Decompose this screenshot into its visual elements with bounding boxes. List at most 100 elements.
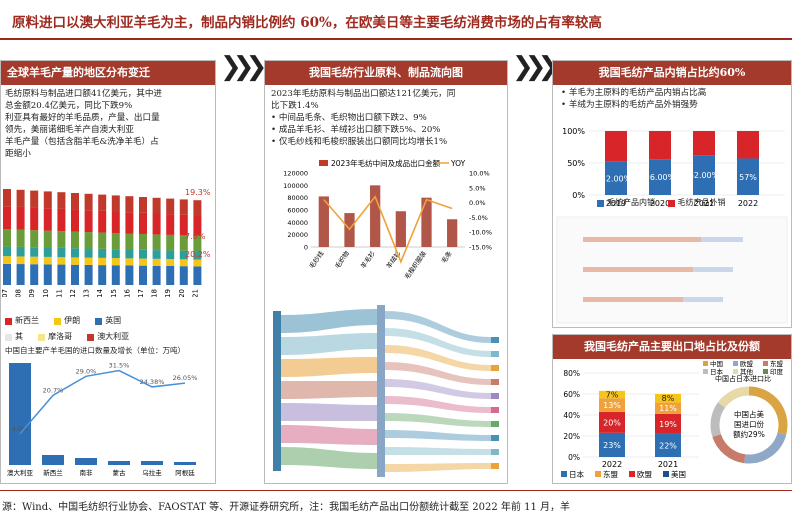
footer-source: 源：Wind、中国毛纺织行业协会、FAOSTAT 等、开源证券研究所，注：我国毛… [0,490,792,518]
stacked-segment [30,230,39,248]
x-tick-label: 2009 [28,289,36,297]
data-label: 4.0% [12,425,29,433]
legend-swatch [703,361,708,366]
stacked-segment [166,259,175,266]
import-bar [108,461,130,465]
stacked-segment [30,190,39,208]
legend-label: 欧盟 [637,469,652,479]
left-panel-header: 全球羊毛产量的地区分布变迁 [1,61,215,85]
legend-item: 摩洛哥 [38,330,72,343]
import-bar [9,363,31,465]
sankey-flow [385,362,491,385]
yoy-line [323,195,453,264]
sankey-flow [385,447,491,455]
faint-bar [693,267,733,272]
left-panel: 全球羊毛产量的地区分布变迁 毛纺原料与制品进口额41亿美元，其中进 总金额20.… [0,60,216,484]
stacked-segment [599,398,625,412]
stacked-segment [166,250,175,260]
stacked-segment [152,213,161,235]
stacked-segment [599,432,625,457]
stacked-segment [98,248,107,258]
legend-swatch [595,471,601,477]
growth-line [19,369,186,435]
x-tick-label: 2014 [96,288,104,297]
legend-label: 东盟 [770,359,784,368]
x-tick-label: 2020 [178,289,186,297]
stacked-segment [98,232,107,249]
left-line: 羊毛产量（包括含脂羊毛&洗净羊毛）占 [5,137,159,147]
legend-item: 毛纺产品外销 [667,197,726,208]
sankey-flow [281,357,377,377]
bar-export [649,131,671,160]
x-tick-label: 2021 [658,460,678,469]
left-line: 距缩小 [5,149,31,159]
x-tick-label: 2011 [55,289,63,297]
x-tick-label: 2022 [602,460,622,469]
faint-bar [583,237,701,242]
stacked-segment [43,230,52,248]
import-bar [75,458,97,465]
legend-swatch [629,471,635,477]
stacked-segment [152,197,161,214]
stacked-segment [3,206,11,230]
y-tick-label: 0 [304,244,308,252]
sankey-flow [385,379,491,399]
import-bar [42,455,64,465]
stacked-segment [43,247,52,257]
y2-tick-label: -15.0% [469,244,492,252]
stacked-segment [16,206,25,230]
sankey-node [273,311,281,471]
x-tick-label: 2007 [1,289,9,297]
x-tick-label: 羊毛衫 [358,249,377,271]
sankey-flow [385,311,491,343]
sankey-flow [281,425,377,445]
stacked-segment [98,194,107,211]
x-tick-label: 南非 [80,468,94,477]
legend-item: 其 [5,330,23,343]
stacked-segment [166,214,175,235]
sankey-node [491,351,499,357]
y-tick-label: 40% [563,411,580,420]
sankey-node [491,449,499,455]
middle-line: • 成品羊毛衫、羊绒衫出口额下跌5%、20% [271,125,441,135]
x-tick-label: 2021 [191,289,199,297]
sankey-node [377,305,385,477]
data-label: 11% [659,404,677,413]
legend-label: 美国 [671,469,686,479]
y2-tick-label: -10.0% [469,229,492,237]
bar-export [737,131,759,159]
y-tick-label: 40000 [287,219,308,227]
legend-label: 2023年毛纺中间及成品出口金额 [331,158,441,168]
data-label: 29.0% [76,367,97,375]
stacked-segment [16,229,25,247]
bar-export-amount [421,197,432,247]
donut-label: 国进口份 [734,419,764,429]
stacked-segment [193,266,202,285]
legend-label: 欧盟 [740,359,754,368]
stacked-segment [84,248,93,258]
y2-tick-label: -5.0% [469,214,488,222]
stacked-segment [30,247,39,257]
right-bullet: • 羊绒为主原料的毛纺产品外销强势 [561,100,698,110]
legend-swatch [733,361,738,366]
data-label: 7.8% [185,232,206,241]
data-label: 62.00% [689,171,720,180]
legend-label: YOY [450,159,466,168]
data-label: 31.5% [109,362,130,370]
sankey-flow [385,413,491,427]
x-tick-label: 2016 [123,288,131,297]
stacked-segment [193,259,202,267]
domestic-share-chart: 0% 50% 100% 52.00% 2019 56.00% 2020 62.00% 2021 5… [562,127,785,208]
stacked-segment [3,263,11,285]
x-tick-label: 毛纱线 [307,249,326,271]
faint-bar [701,237,743,242]
stacked-segment [125,233,134,250]
donut-segment [717,386,750,408]
stacked-segment [599,390,625,399]
bar-export-amount [447,219,458,247]
stacked-segment [3,189,11,207]
donut-segment [748,386,788,435]
x-tick-label: 澳大利亚 [7,468,34,477]
stacked-segment [98,257,107,266]
data-label: 19% [659,420,677,429]
